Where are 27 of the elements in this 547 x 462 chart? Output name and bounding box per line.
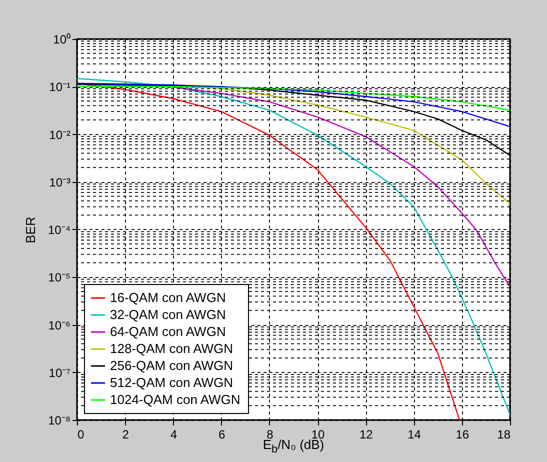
y-tick-label: 10⁻⁶ bbox=[48, 318, 71, 332]
y-tick-label: 10⁻⁸ bbox=[48, 414, 70, 428]
y-axis-title: BER bbox=[22, 216, 38, 244]
x-tick-label: 12 bbox=[359, 428, 374, 442]
legend-label: 64-QAM con AWGN bbox=[110, 324, 226, 339]
x-tick-label: 16 bbox=[456, 428, 470, 442]
y-tick-label: 10⁻⁴ bbox=[48, 223, 70, 237]
x-tick-label: 6 bbox=[218, 428, 226, 442]
legend-label: 16-QAM con AWGN bbox=[110, 290, 226, 305]
y-tick-label: 10⁻³ bbox=[49, 175, 71, 190]
legend-label: 1024-QAM con AWGN bbox=[110, 392, 240, 407]
y-tick-label: 10⁻¹ bbox=[49, 80, 71, 94]
x-tick-label: 14 bbox=[408, 428, 422, 442]
x-tick-label: 2 bbox=[122, 428, 130, 442]
x-tick-label: 18 bbox=[497, 428, 511, 442]
legend-label: 256-QAM con AWGN bbox=[110, 358, 234, 373]
y-tick-label: 10⁻⁷ bbox=[48, 366, 70, 380]
line-series bbox=[77, 82, 510, 128]
line-series bbox=[77, 86, 510, 111]
x-tick-label: 4 bbox=[170, 428, 178, 442]
y-tick-label: 10⁻⁵ bbox=[48, 270, 71, 285]
y-tick-label: 10⁰ bbox=[53, 32, 70, 46]
legend-label: 32-QAM con AWGN bbox=[110, 307, 226, 322]
y-tick-label: 10⁻² bbox=[49, 128, 71, 142]
legend-label: 512-QAM con AWGN bbox=[110, 375, 234, 390]
legend-label: 128-QAM con AWGN bbox=[110, 341, 234, 356]
x-tick-label: 0 bbox=[78, 428, 84, 442]
